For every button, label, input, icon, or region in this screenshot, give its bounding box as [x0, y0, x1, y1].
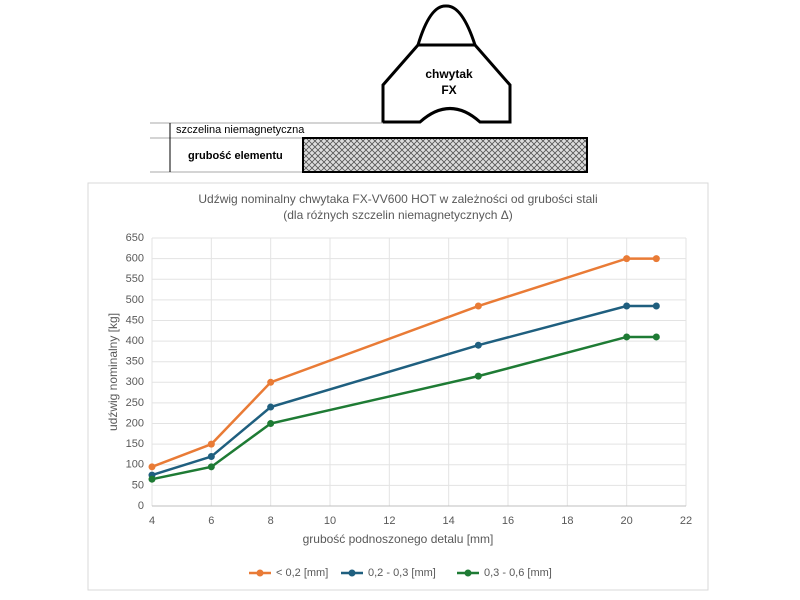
data-point	[474, 341, 482, 349]
y-tick-label: 550	[126, 273, 144, 285]
x-tick-label: 6	[208, 515, 214, 527]
x-axis-label: grubość podnoszonego detalu [mm]	[303, 532, 494, 546]
gripper-label: FX	[441, 83, 456, 97]
legend-label: 0,3 - 0,6 [mm]	[484, 567, 552, 579]
gripper-body	[381, 43, 512, 124]
thickness-label: grubość elementu	[188, 150, 283, 162]
y-tick-label: 600	[126, 253, 144, 265]
y-tick-label: 500	[126, 294, 144, 306]
gripper-top	[415, 4, 478, 47]
steel-element	[302, 137, 588, 173]
x-tick-label: 22	[680, 515, 692, 527]
legend-label: < 0,2 [mm]	[276, 567, 328, 579]
x-tick-label: 4	[149, 515, 155, 527]
data-point	[623, 255, 631, 263]
diagram: chwytak FX szczelina niemagnetyczna grub…	[150, 4, 588, 173]
x-tick-label: 12	[383, 515, 395, 527]
legend-swatch	[256, 569, 264, 577]
data-point	[267, 403, 275, 411]
chart-title: Udźwig nominalny chwytaka FX-VV600 HOT w…	[198, 192, 597, 206]
gap-label: szczelina niemagnetyczna	[176, 124, 305, 136]
y-tick-label: 150	[126, 438, 144, 450]
data-point	[207, 453, 215, 461]
gripper-label: chwytak	[425, 67, 473, 81]
y-tick-label: 350	[126, 356, 144, 368]
y-tick-label: 650	[126, 232, 144, 244]
legend-swatch	[464, 569, 472, 577]
data-point	[148, 475, 156, 483]
x-tick-label: 14	[443, 515, 455, 527]
data-point	[623, 302, 631, 310]
data-point	[267, 420, 275, 428]
x-tick-label: 18	[561, 515, 573, 527]
y-tick-label: 50	[132, 479, 144, 491]
data-point	[474, 372, 482, 380]
data-point	[623, 333, 631, 341]
data-point	[207, 463, 215, 471]
y-tick-label: 400	[126, 335, 144, 347]
chart-frame	[87, 182, 709, 591]
data-point	[652, 333, 660, 341]
x-tick-label: 16	[502, 515, 514, 527]
series-line	[151, 304, 657, 477]
data-point	[652, 302, 660, 310]
y-tick-label: 100	[126, 459, 144, 471]
series-line	[151, 335, 657, 481]
data-point	[207, 440, 215, 448]
y-axis-label: udźwig nominalny [kg]	[106, 313, 120, 431]
legend-label: 0,2 - 0,3 [mm]	[368, 567, 436, 579]
x-tick-label: 20	[621, 515, 633, 527]
data-point	[474, 302, 482, 310]
data-point	[267, 378, 275, 386]
y-tick-label: 0	[138, 500, 144, 512]
x-tick-label: 8	[268, 515, 274, 527]
y-tick-label: 450	[126, 314, 144, 326]
data-point	[652, 255, 660, 263]
data-point	[148, 463, 156, 471]
y-tick-label: 300	[126, 376, 144, 388]
y-tick-label: 250	[126, 397, 144, 409]
y-tick-label: 200	[126, 417, 144, 429]
legend-swatch	[348, 569, 356, 577]
x-tick-label: 10	[324, 515, 336, 527]
series-line	[151, 257, 657, 468]
chart-subtitle: (dla różnych szczelin niemagnetycznych Δ…	[283, 208, 512, 222]
